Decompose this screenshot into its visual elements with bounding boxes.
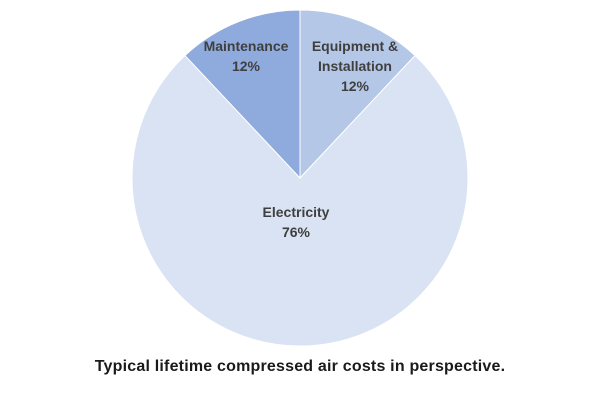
pie-chart: Equipment & Installation 12% Maintenance… [131,9,469,347]
pie-slice-maintenance [184,9,301,180]
pie-slice-equipment-installation [299,9,416,180]
pie-slice-electricity [131,54,469,347]
pie-svg [131,9,469,347]
chart-caption: Typical lifetime compressed air costs in… [94,358,506,375]
